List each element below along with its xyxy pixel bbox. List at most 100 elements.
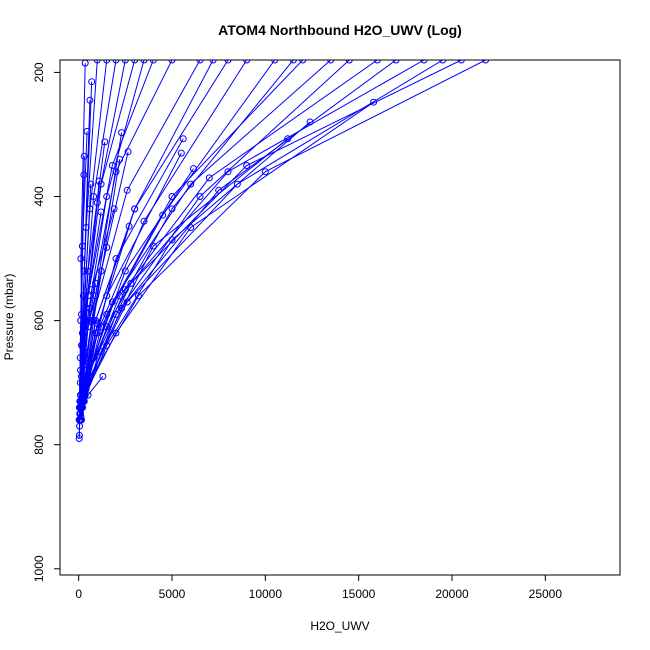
data-point <box>103 193 111 200</box>
series-line-40 <box>79 60 98 420</box>
data-point <box>121 267 129 275</box>
data-point <box>373 60 381 64</box>
data-point <box>77 413 85 421</box>
data-point <box>140 60 148 64</box>
data-point <box>77 255 85 263</box>
data-point <box>88 78 96 86</box>
series-line-32 <box>86 60 462 377</box>
data-point <box>299 60 307 64</box>
data-point <box>131 60 139 64</box>
data-point <box>86 96 94 104</box>
data-point <box>168 60 176 64</box>
y-tick-label: 800 <box>32 434 46 454</box>
data-point <box>140 217 148 225</box>
data-point <box>110 205 118 213</box>
data-point <box>196 60 204 64</box>
series-line-33 <box>87 60 486 383</box>
data-point <box>370 98 378 106</box>
data-point <box>75 435 83 442</box>
series-line-42 <box>80 60 145 408</box>
data-point <box>83 127 91 135</box>
data-point <box>271 60 279 64</box>
x-tick-label: 0 <box>75 587 82 601</box>
series-line-14 <box>81 138 289 408</box>
data-point <box>345 60 353 64</box>
data-point <box>82 224 90 231</box>
data-point <box>83 317 91 325</box>
series-line-44 <box>85 60 397 390</box>
data-point <box>112 329 120 337</box>
series-line-45 <box>86 60 443 383</box>
data-point <box>439 60 447 64</box>
data-point <box>457 60 465 64</box>
plot-layer <box>75 60 490 442</box>
data-point <box>224 60 232 64</box>
data-point <box>159 211 167 219</box>
chart-title: ATOM4 Northbound H2O_UWV (Log) <box>218 22 462 38</box>
series-line-37 <box>80 60 173 396</box>
data-point <box>243 162 251 169</box>
data-point <box>327 60 335 64</box>
data-point <box>125 222 133 230</box>
data-point <box>97 267 105 275</box>
x-tick-label: 20000 <box>435 587 469 601</box>
data-point <box>420 60 428 64</box>
data-point <box>99 372 107 380</box>
series-line-31 <box>85 60 425 377</box>
data-point <box>392 60 400 64</box>
data-point <box>77 404 84 411</box>
x-axis: 0 5000 10000 15000 20000 25000 <box>75 574 563 601</box>
data-point <box>93 60 101 64</box>
x-tick-label: 10000 <box>249 587 283 601</box>
data-point <box>101 138 109 146</box>
data-point <box>103 60 111 64</box>
y-axis-title: Pressure (mbar) <box>2 274 16 361</box>
data-point <box>168 205 176 213</box>
data-point <box>92 317 99 325</box>
data-point <box>90 193 98 200</box>
data-point <box>80 323 88 331</box>
data-point <box>224 168 232 176</box>
data-point <box>124 148 132 156</box>
series-line-29 <box>83 60 332 390</box>
data-point <box>215 186 223 194</box>
series-line-43 <box>81 60 214 408</box>
data-point <box>80 171 88 179</box>
data-point <box>205 174 213 182</box>
series-line-46 <box>84 60 350 396</box>
data-point <box>134 292 142 300</box>
data-point <box>75 431 83 439</box>
data-point <box>177 149 185 157</box>
data-point <box>88 317 96 325</box>
series-line-27 <box>82 60 276 402</box>
series-line-30 <box>84 60 378 383</box>
x-tick-label: 15000 <box>342 587 376 601</box>
data-point <box>168 193 176 200</box>
data-point <box>233 180 241 188</box>
series-line-41 <box>79 60 126 414</box>
data-point <box>103 323 111 331</box>
series-line-47 <box>83 60 294 402</box>
data-point <box>121 60 129 64</box>
y-tick-label: 1000 <box>32 555 46 582</box>
data-point <box>78 404 86 411</box>
data-point <box>196 193 204 200</box>
data-point <box>103 243 111 251</box>
y-tick-label: 200 <box>32 62 46 82</box>
data-point <box>127 279 135 287</box>
data-point <box>103 310 111 318</box>
data-point <box>108 298 116 306</box>
data-point <box>112 60 120 64</box>
data-point <box>149 60 157 64</box>
data-point <box>289 60 297 64</box>
series-line-25 <box>81 60 229 402</box>
data-point <box>87 180 95 188</box>
data-point <box>93 199 101 207</box>
x-tick-label: 25000 <box>529 587 563 601</box>
y-tick-label: 600 <box>32 310 46 330</box>
data-point <box>179 135 187 143</box>
data-point <box>78 341 85 349</box>
data-point <box>80 152 88 160</box>
x-tick-label: 5000 <box>159 587 186 601</box>
